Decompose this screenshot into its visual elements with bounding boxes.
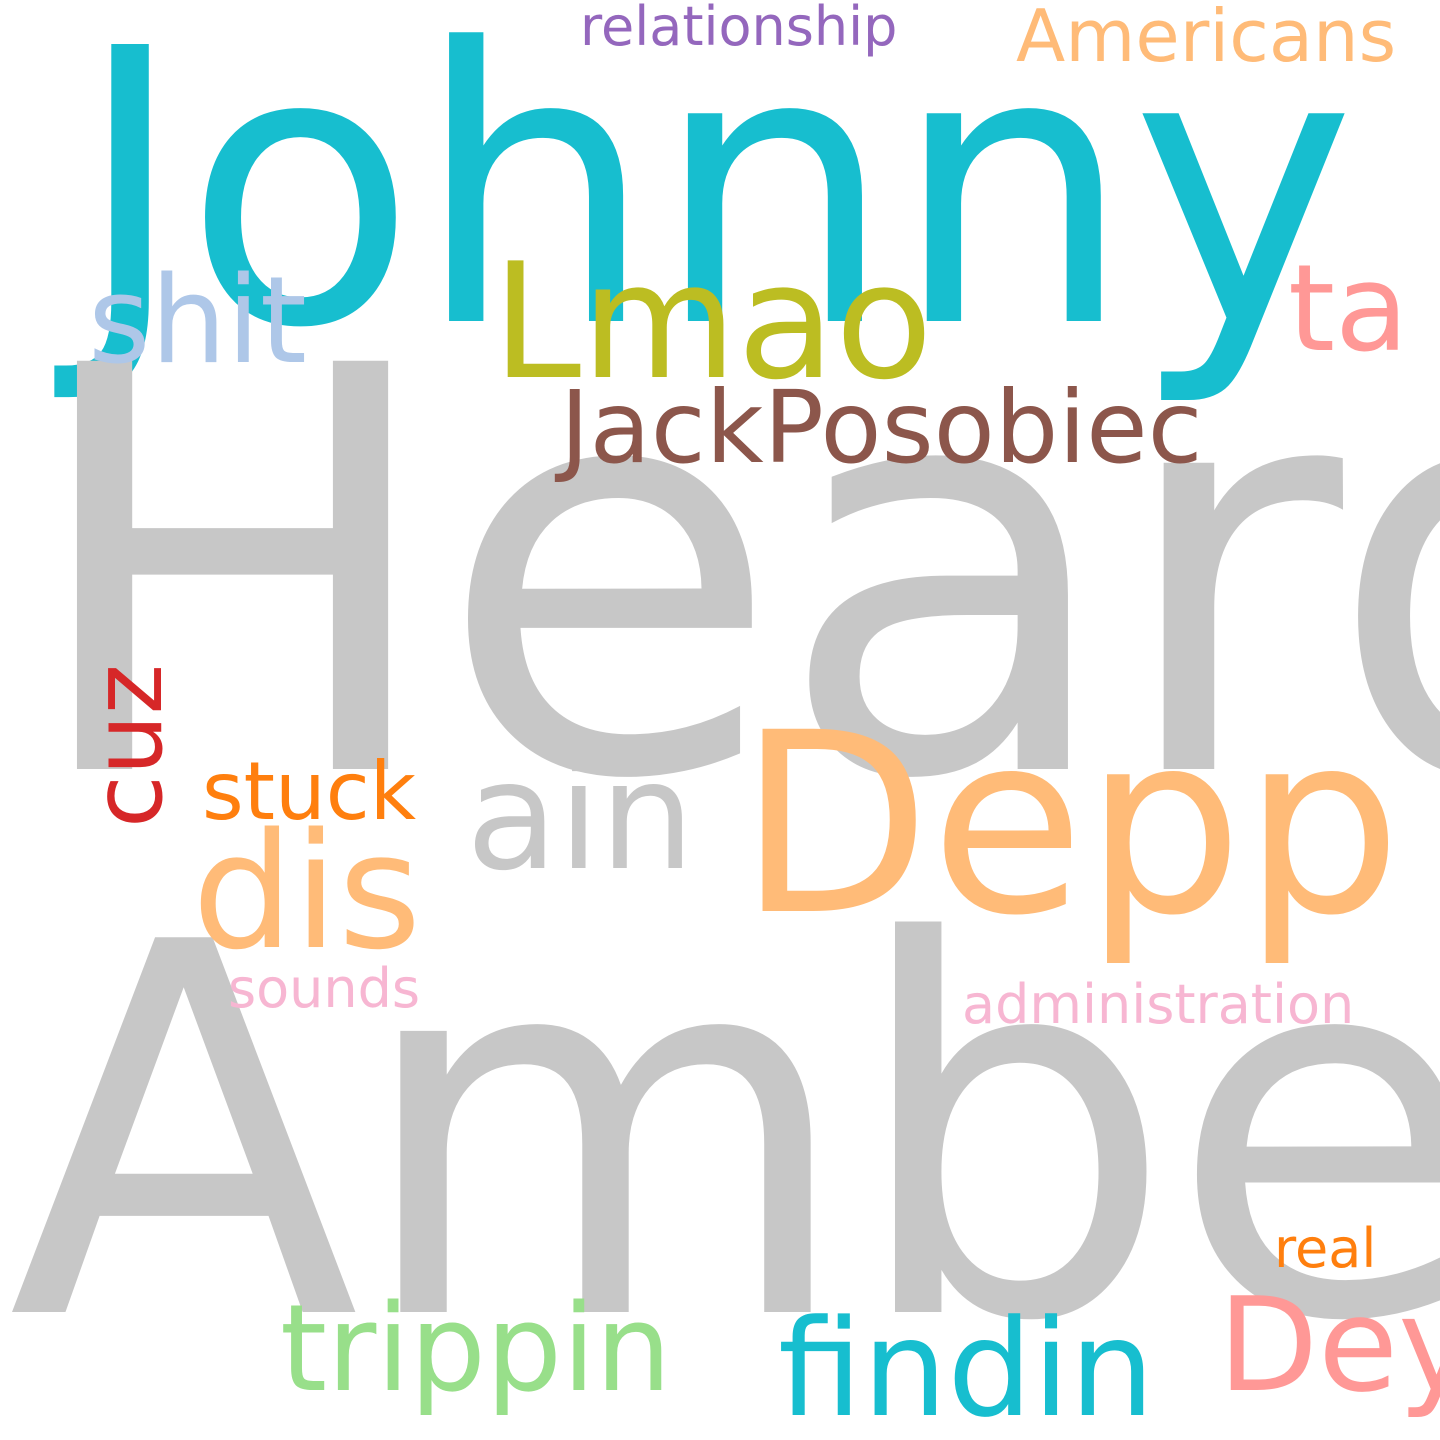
word-jackposobiec: JackPosobiec	[560, 369, 1203, 486]
word-dey: Dey	[1218, 1269, 1440, 1421]
word-cuz: cuz	[72, 664, 184, 829]
word-trippin: trippin	[280, 1280, 672, 1419]
word-ain: ain	[466, 730, 695, 904]
word-heard: Heard	[22, 250, 1440, 902]
word-depp: Depp	[738, 679, 1402, 970]
word-findin: findin	[778, 1291, 1155, 1440]
word-johnny: Johnny	[74, 0, 1356, 411]
word-real: real	[1274, 1217, 1377, 1280]
word-sounds: sounds	[228, 957, 421, 1020]
word-amber: Amber	[8, 836, 1440, 1434]
word-shit: shit	[88, 252, 307, 391]
word-lmao: Lmao	[492, 228, 933, 415]
word-dis: dis	[192, 798, 422, 985]
word-stuck: stuck	[202, 745, 417, 838]
word-ta: ta	[1288, 240, 1409, 379]
word-relationship: relationship	[580, 0, 898, 58]
word-administration: administration	[962, 973, 1355, 1036]
word-americans: Americans	[1016, 0, 1397, 78]
